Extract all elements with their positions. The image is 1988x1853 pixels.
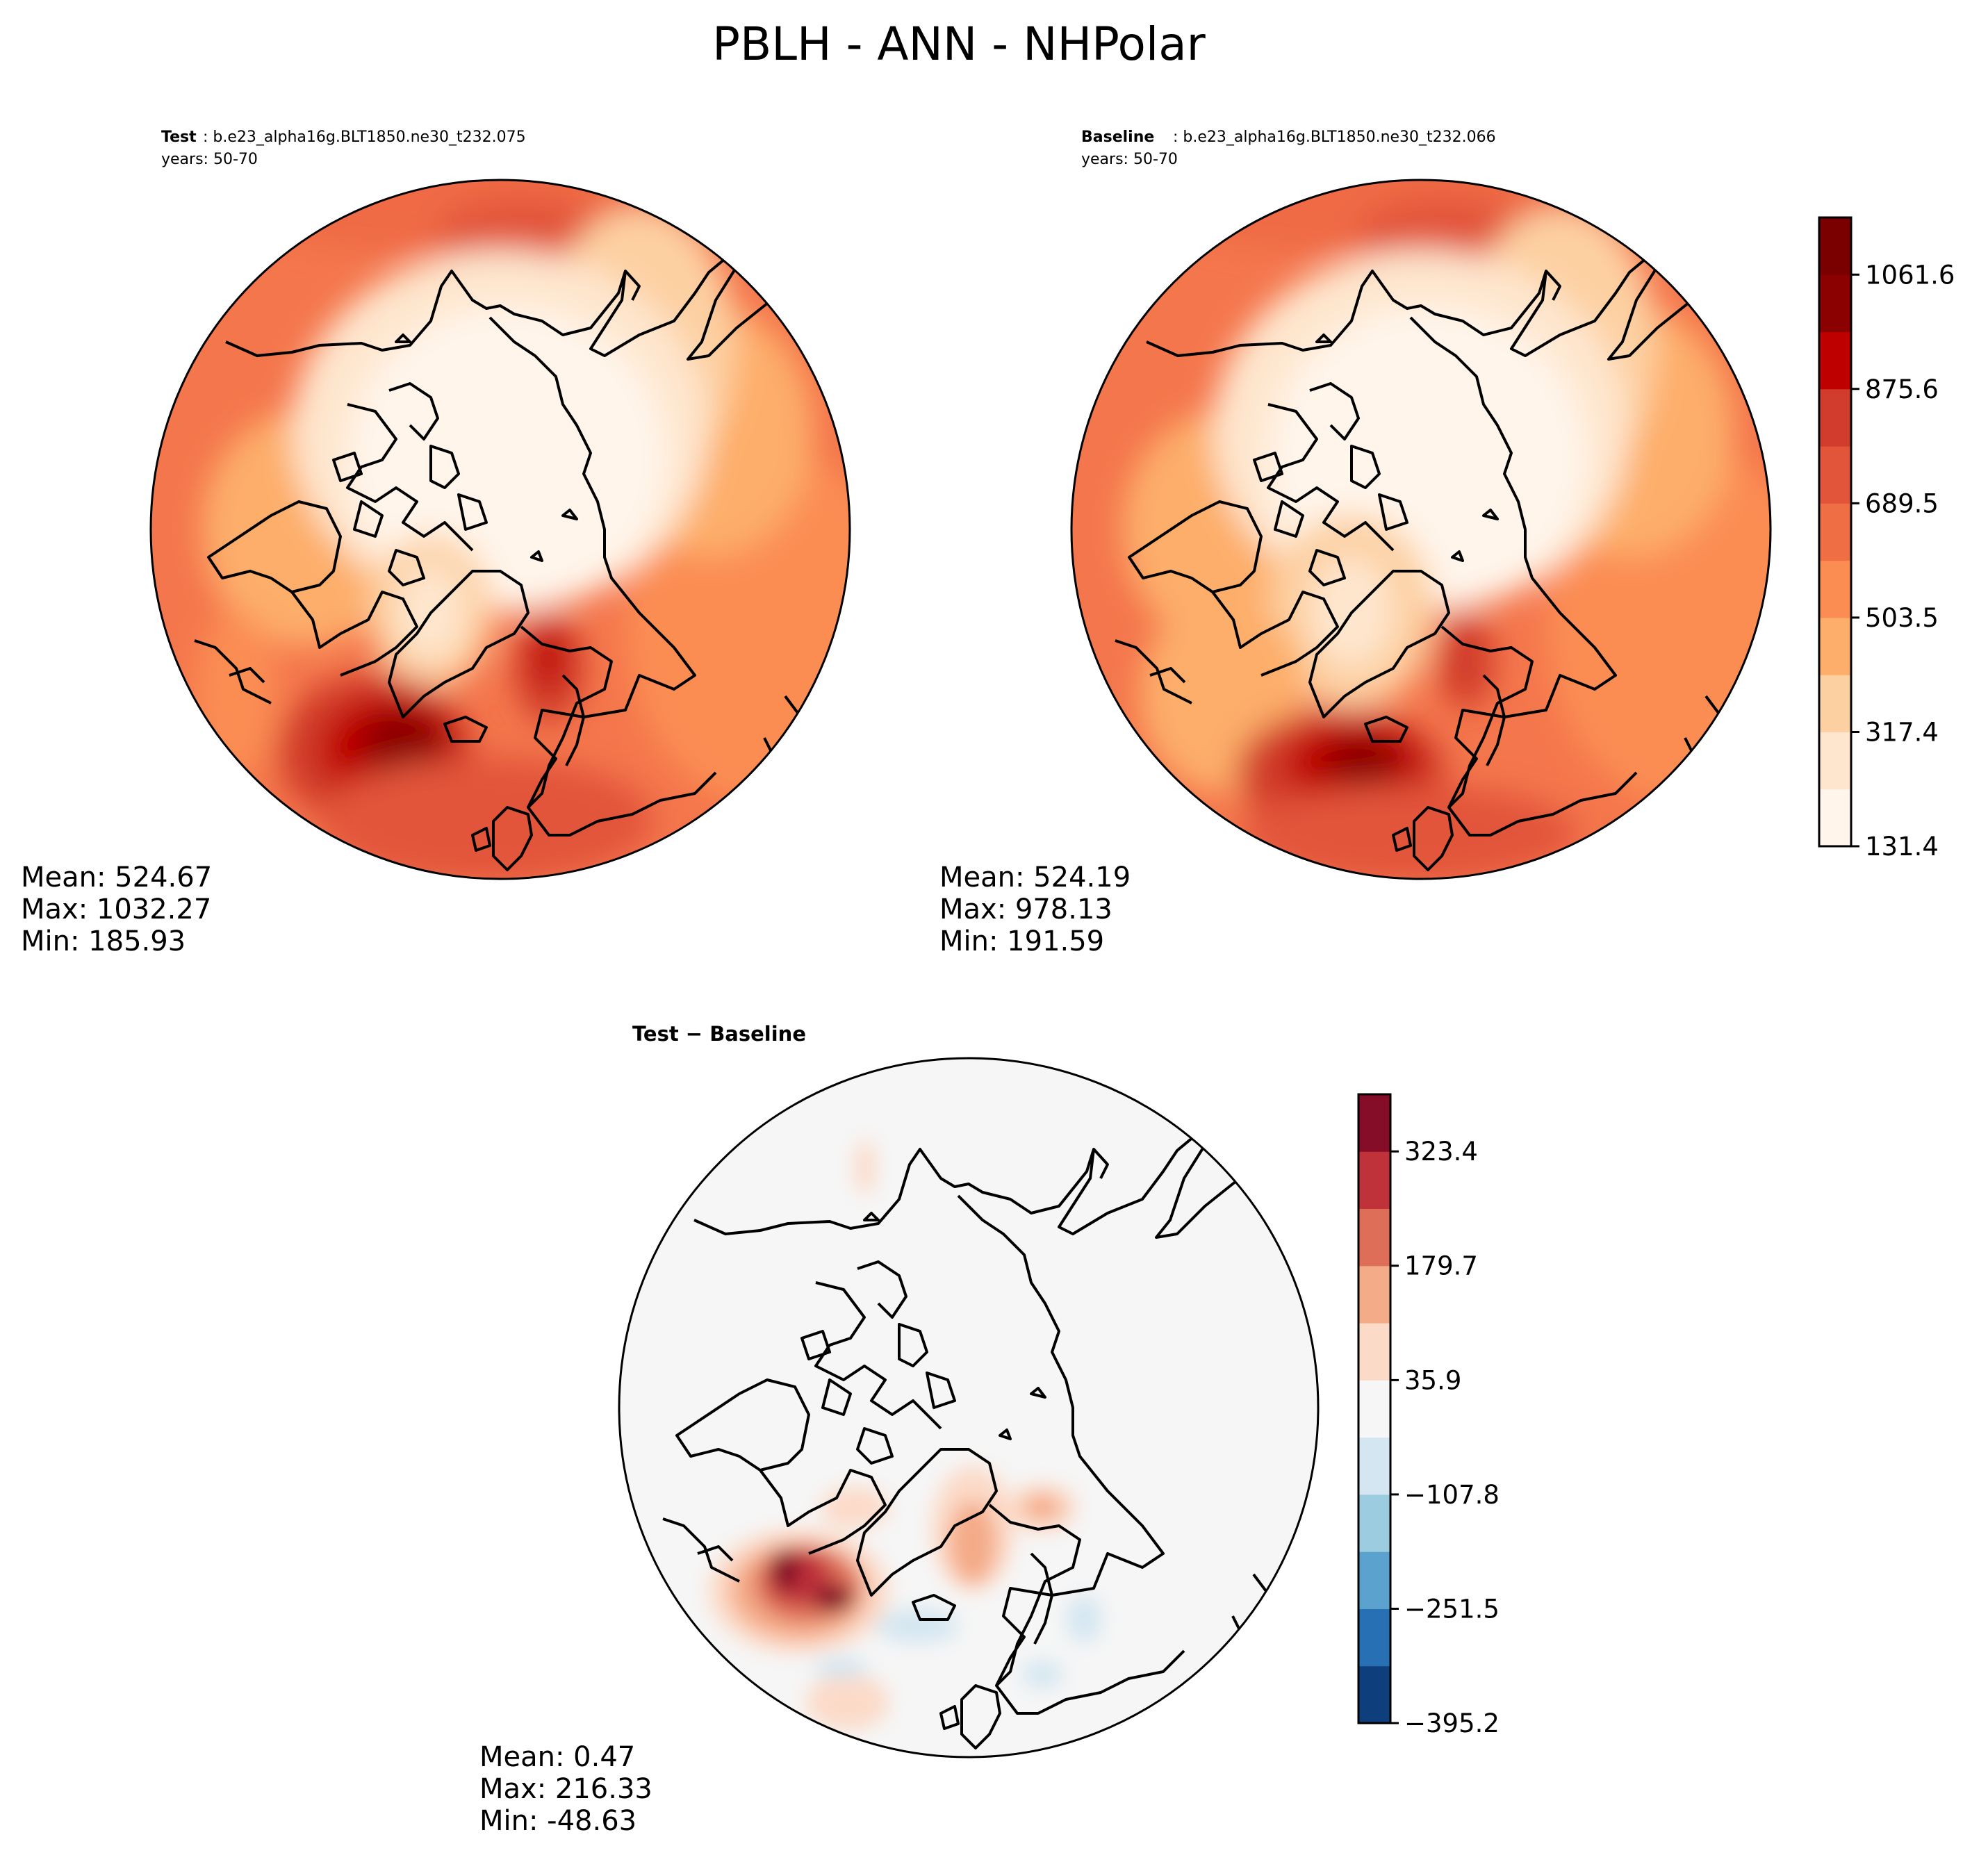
test-map-boundary	[149, 179, 851, 880]
diff-colorbar-segment	[1358, 1494, 1390, 1552]
test-mean: Mean: 524.67	[21, 862, 212, 893]
baseline-label: Baseline	[1081, 129, 1154, 146]
baseline-years: years: 50-70	[1081, 151, 1178, 168]
diff-map	[619, 1058, 1318, 1757]
diff-colorbar-tick-label: −395.2	[1404, 1708, 1500, 1738]
baseline-map-boundary	[1070, 179, 1772, 880]
diff-max: Max: 216.33	[479, 1773, 652, 1805]
main-colorbar: 131.4 317.4 503.5 689.5 875.6 1061.6	[1818, 216, 1955, 862]
test-label: Test	[161, 129, 197, 146]
main-colorbar-tick-label: 689.5	[1865, 488, 1939, 518]
diff-colorbar-frame	[1357, 1093, 1392, 1724]
diff-min: Min: -48.63	[479, 1805, 636, 1837]
main-colorbar-tick-label: 503.5	[1865, 603, 1939, 633]
main-colorbar-tick-label: 875.6	[1865, 374, 1939, 404]
main-colorbar-segment	[1819, 617, 1851, 675]
baseline-panel: Baseline : b.e23_alpha16g.BLT1850.ne30_t…	[939, 129, 1772, 957]
main-colorbar-tick-label: 131.4	[1865, 832, 1939, 862]
main-colorbar-segment	[1819, 675, 1851, 732]
diff-colorbar-segment	[1358, 1437, 1390, 1495]
diff-mean: Mean: 0.47	[479, 1741, 635, 1773]
figure-title: PBLH - ANN - NHPolar	[712, 17, 1206, 71]
main-colorbar-tick-label: 317.4	[1865, 717, 1939, 747]
diff-panel: Test − Baseline	[479, 1022, 1320, 1837]
diff-colorbar-tick-label: 179.7	[1404, 1251, 1478, 1281]
main-colorbar-segment	[1819, 560, 1851, 618]
diff-colorbar-segment	[1358, 1208, 1390, 1267]
main-colorbar-frame	[1818, 216, 1853, 848]
diff-colorbar-tick-label: −107.8	[1404, 1480, 1500, 1510]
diff-map-boundary	[618, 1057, 1320, 1759]
baseline-map	[1071, 180, 1771, 879]
main-colorbar-segment	[1819, 789, 1851, 847]
diff-colorbar-segment	[1358, 1323, 1390, 1381]
diff-colorbar-segment	[1358, 1265, 1390, 1324]
diff-colorbar-segment	[1358, 1608, 1390, 1667]
main-colorbar-segment	[1819, 331, 1851, 390]
test-min: Min: 185.93	[21, 925, 186, 957]
main-colorbar-segment	[1819, 446, 1851, 504]
test-map	[151, 180, 850, 879]
diff-colorbar: −395.2 −251.5 −107.8 35.9 179.7 323.4	[1357, 1093, 1500, 1738]
test-panel: Test : b.e23_alpha16g.BLT1850.ne30_t232.…	[21, 129, 851, 957]
diff-colorbar-segment	[1358, 1094, 1390, 1152]
diff-colorbar-segment	[1358, 1151, 1390, 1210]
main-colorbar-tick-label: 1061.6	[1865, 260, 1955, 290]
diff-colorbar-segment	[1358, 1665, 1390, 1724]
test-years: years: 50-70	[161, 151, 258, 168]
main-colorbar-segment	[1819, 503, 1851, 561]
baseline-max: Max: 978.13	[939, 893, 1112, 925]
test-case: : b.e23_alpha16g.BLT1850.ne30_t232.075	[203, 129, 526, 146]
baseline-mean: Mean: 524.19	[939, 862, 1131, 893]
main-colorbar-segment	[1819, 732, 1851, 790]
diff-colorbar-segment	[1358, 1551, 1390, 1609]
baseline-case: : b.e23_alpha16g.BLT1850.ne30_t232.066	[1173, 129, 1496, 146]
diff-title: Test − Baseline	[632, 1022, 806, 1046]
main-colorbar-segment	[1819, 217, 1851, 275]
main-colorbar-segment	[1819, 274, 1851, 333]
main-colorbar-segment	[1819, 388, 1851, 447]
baseline-min: Min: 191.59	[939, 925, 1104, 957]
diff-colorbar-tick-label: −251.5	[1404, 1594, 1500, 1624]
test-max: Max: 1032.27	[21, 893, 211, 925]
diff-colorbar-tick-label: 35.9	[1404, 1365, 1461, 1395]
diff-colorbar-tick-label: 323.4	[1404, 1137, 1478, 1167]
diff-colorbar-segment	[1358, 1380, 1390, 1438]
